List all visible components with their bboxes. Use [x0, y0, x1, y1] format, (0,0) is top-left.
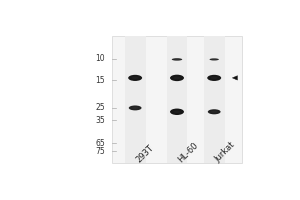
Text: Jurkat: Jurkat: [213, 140, 237, 164]
Bar: [125, 36, 146, 163]
Bar: [204, 36, 225, 163]
Ellipse shape: [129, 105, 142, 110]
Ellipse shape: [173, 77, 181, 79]
Ellipse shape: [172, 58, 182, 61]
Polygon shape: [232, 76, 238, 80]
Bar: [167, 36, 188, 163]
Ellipse shape: [209, 58, 219, 60]
Text: 15: 15: [95, 76, 105, 85]
Ellipse shape: [170, 75, 184, 81]
Text: HL-60: HL-60: [176, 140, 200, 164]
Ellipse shape: [132, 77, 139, 79]
Ellipse shape: [174, 59, 180, 60]
Text: 65: 65: [95, 139, 105, 148]
Bar: [112, 36, 242, 163]
Ellipse shape: [212, 59, 217, 60]
Ellipse shape: [173, 110, 181, 113]
Text: 293T: 293T: [134, 143, 155, 164]
Text: 35: 35: [95, 116, 105, 125]
Ellipse shape: [132, 107, 138, 109]
Ellipse shape: [211, 111, 217, 113]
Text: 25: 25: [95, 103, 105, 112]
Ellipse shape: [128, 75, 142, 81]
Text: 75: 75: [95, 147, 105, 156]
Ellipse shape: [208, 109, 220, 114]
Text: 10: 10: [95, 54, 105, 63]
Ellipse shape: [170, 109, 184, 115]
Ellipse shape: [211, 77, 218, 79]
Ellipse shape: [207, 75, 221, 81]
